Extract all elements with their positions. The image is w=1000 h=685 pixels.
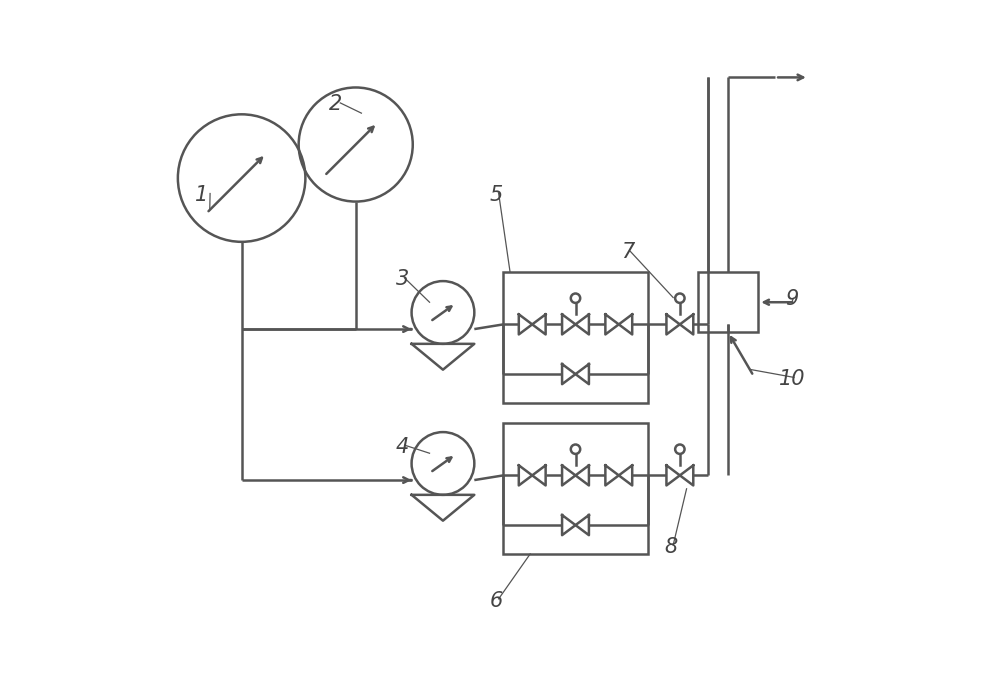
- Text: 5: 5: [490, 185, 503, 205]
- Bar: [503, 423, 648, 554]
- Text: 7: 7: [621, 242, 634, 262]
- Text: 2: 2: [329, 95, 342, 114]
- Bar: [698, 272, 758, 332]
- Text: 9: 9: [785, 289, 799, 309]
- Bar: [503, 272, 648, 403]
- Text: 10: 10: [779, 369, 805, 389]
- Text: 4: 4: [396, 436, 409, 456]
- Text: 3: 3: [396, 269, 409, 289]
- Text: 1: 1: [195, 185, 208, 205]
- Text: 8: 8: [665, 537, 678, 557]
- Text: 6: 6: [490, 591, 503, 611]
